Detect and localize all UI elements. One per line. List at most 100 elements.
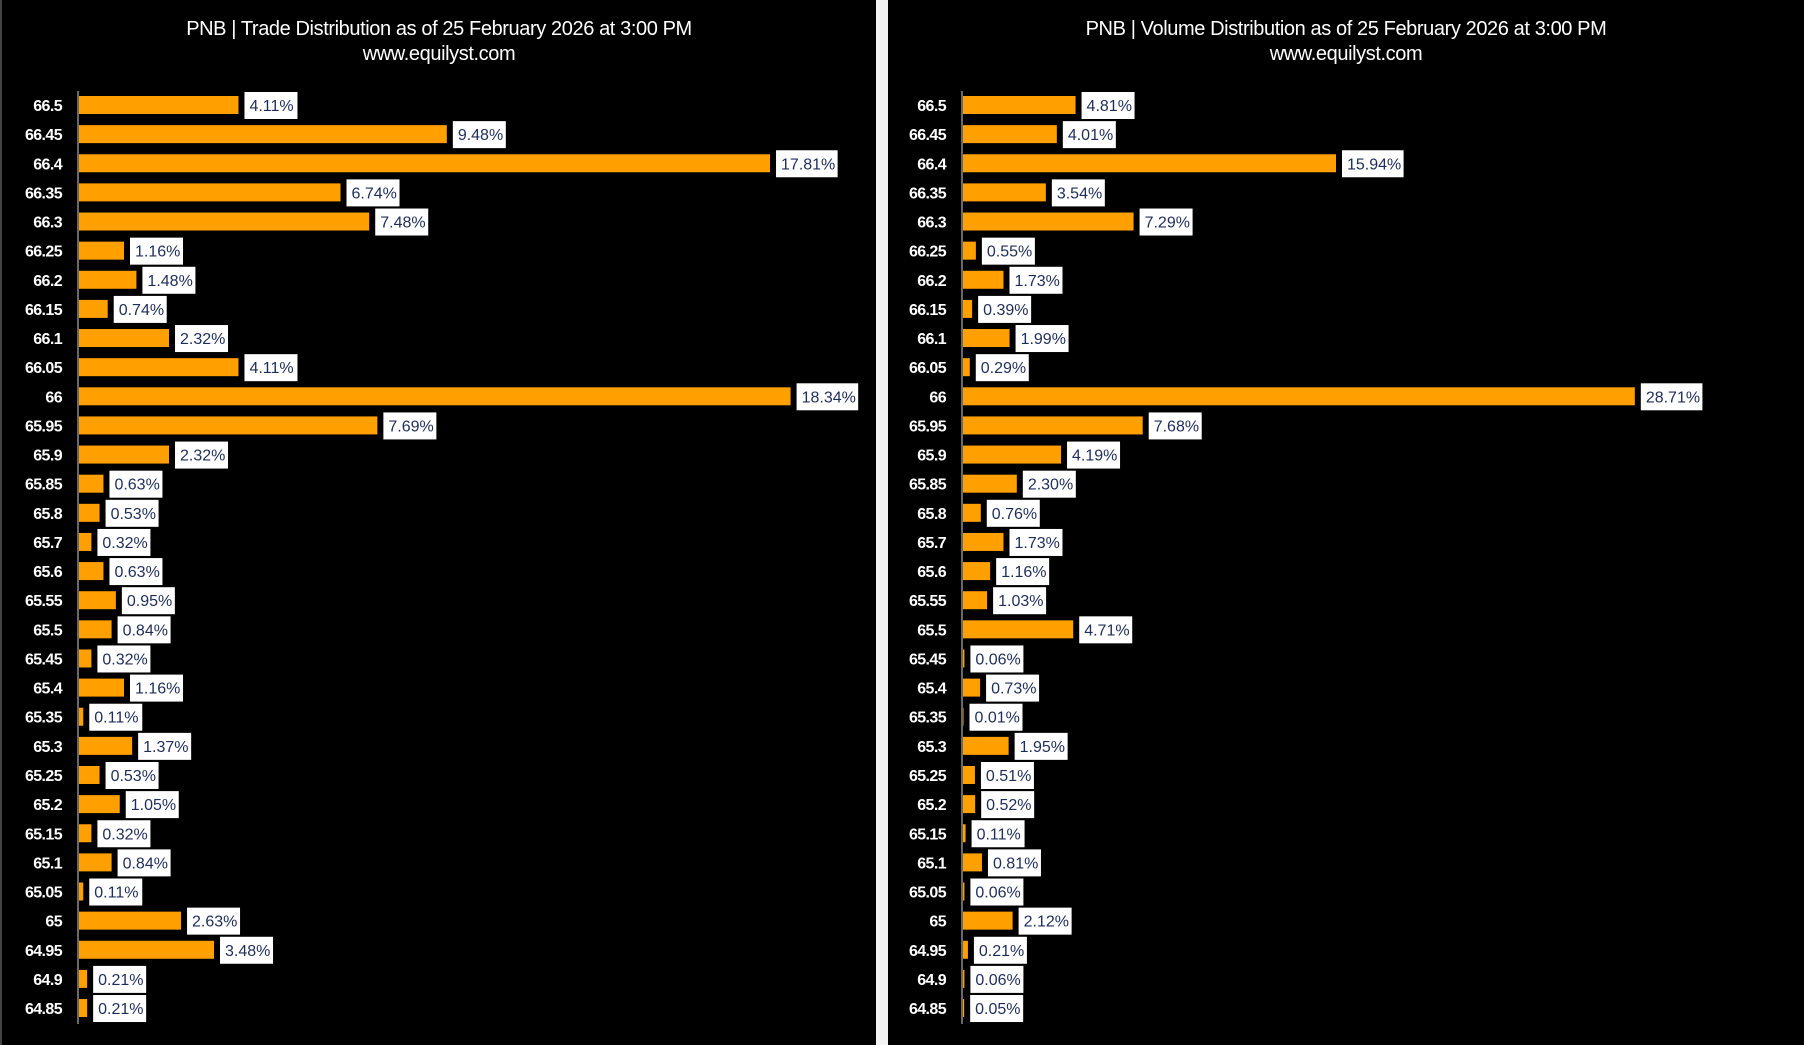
y-tick-label: 66.25 (25, 244, 63, 261)
data-label-box (97, 645, 151, 673)
y-tick-label: 65.9 (917, 448, 946, 465)
bar (79, 562, 104, 581)
bar (79, 736, 133, 755)
bar (963, 416, 1143, 435)
data-label-box (980, 761, 1034, 789)
data-label: 1.95% (1020, 739, 1065, 756)
bar (79, 911, 182, 930)
bar (79, 969, 88, 988)
y-tick-label: 64.9 (33, 972, 62, 989)
data-label-box (970, 878, 1024, 906)
y-tick-label: 65.5 (33, 622, 62, 639)
data-label: 1.73% (1014, 273, 1059, 290)
data-label-box (993, 587, 1047, 615)
bar (963, 183, 1046, 202)
y-tick-label: 65.25 (909, 768, 947, 785)
y-tick-label: 66.1 (33, 331, 62, 348)
y-tick-label: 66.25 (909, 244, 947, 261)
bar (963, 765, 975, 784)
data-label: 0.84% (123, 855, 168, 872)
data-label-box (973, 936, 1027, 964)
data-label: 0.32% (102, 535, 147, 552)
data-label-box (1051, 179, 1105, 207)
bar (963, 736, 1009, 755)
bar (963, 241, 976, 260)
data-label: 18.34% (802, 389, 856, 406)
data-label-box (987, 849, 1041, 877)
y-tick-label: 65.55 (25, 593, 63, 610)
data-label-box (1640, 383, 1703, 411)
y-tick-label: 66.15 (909, 302, 947, 319)
y-tick-label: 65.15 (909, 826, 947, 843)
data-label: 0.63% (114, 477, 159, 494)
bar (963, 96, 1076, 114)
bar (963, 329, 1010, 348)
y-tick-label: 65.1 (917, 855, 946, 872)
bar (963, 445, 1062, 464)
data-label-box (142, 266, 196, 294)
data-label: 0.06% (975, 972, 1020, 989)
data-label-box (975, 354, 1029, 382)
y-tick-label: 65.25 (25, 768, 63, 785)
y-tick-label: 65.7 (33, 535, 62, 552)
bar (79, 707, 84, 726)
bar (79, 999, 88, 1018)
data-label-box (105, 761, 159, 789)
data-label: 4.01% (1068, 127, 1113, 144)
data-label: 2.12% (1024, 914, 1069, 931)
y-tick-label: 65.35 (909, 710, 947, 727)
y-tick-label: 64.9 (917, 972, 946, 989)
data-label-box (244, 354, 298, 382)
y-tick-label: 64.95 (25, 943, 63, 960)
y-tick-label: 65.6 (33, 564, 62, 581)
bar (79, 795, 120, 814)
y-tick-label: 65.3 (33, 739, 62, 756)
data-label-box (130, 237, 184, 265)
data-label: 4.11% (249, 98, 293, 115)
bar (79, 183, 341, 202)
bar (963, 270, 1004, 289)
data-label-box (130, 674, 184, 702)
data-label-box (175, 325, 229, 353)
data-label: 1.99% (1021, 331, 1066, 348)
data-label-box (346, 179, 400, 207)
y-tick-label: 65.9 (33, 448, 62, 465)
data-label: 4.19% (1072, 448, 1117, 465)
bar (79, 358, 239, 377)
bar (963, 154, 1336, 173)
bar (963, 999, 965, 1018)
data-label: 0.76% (992, 506, 1037, 523)
bar (963, 707, 964, 726)
bar (79, 765, 100, 784)
y-tick-label: 66.4 (33, 156, 62, 173)
data-label-box (986, 499, 1040, 527)
y-tick-label: 66 (45, 389, 62, 406)
y-tick-label: 66.15 (25, 302, 63, 319)
data-label: 0.73% (991, 681, 1036, 698)
trade-distribution-plot: 66.5 4.11% 66.45 9.48% 66.4 17.81% 66.35 6.74% 6… (25, 91, 859, 1025)
data-label: 0.01% (975, 710, 1020, 727)
data-label-box (1062, 121, 1116, 149)
data-label: 3.54% (1057, 185, 1102, 202)
y-tick-label: 65.1 (33, 855, 62, 872)
panel-divider (876, 0, 888, 1045)
data-label-box (971, 820, 1025, 848)
bar (963, 649, 965, 668)
chart-subtitle: www.equilyst.com (1269, 43, 1423, 65)
bar (79, 387, 791, 406)
bar (79, 299, 108, 318)
data-label-box (1081, 92, 1135, 119)
y-tick-label: 66.2 (917, 273, 946, 290)
y-tick-label: 65.3 (917, 739, 946, 756)
y-tick-label: 65.4 (33, 681, 62, 698)
bar (79, 940, 215, 959)
data-label: 9.48% (458, 127, 503, 144)
data-label-box (776, 150, 838, 178)
data-label-box (109, 470, 163, 498)
data-label-box (970, 645, 1024, 673)
chart-title: PNB | Volume Distribution as of 25 Febru… (1085, 18, 1607, 40)
bar (963, 358, 970, 377)
bar (79, 241, 125, 260)
bar (79, 532, 92, 551)
bar (963, 620, 1074, 639)
